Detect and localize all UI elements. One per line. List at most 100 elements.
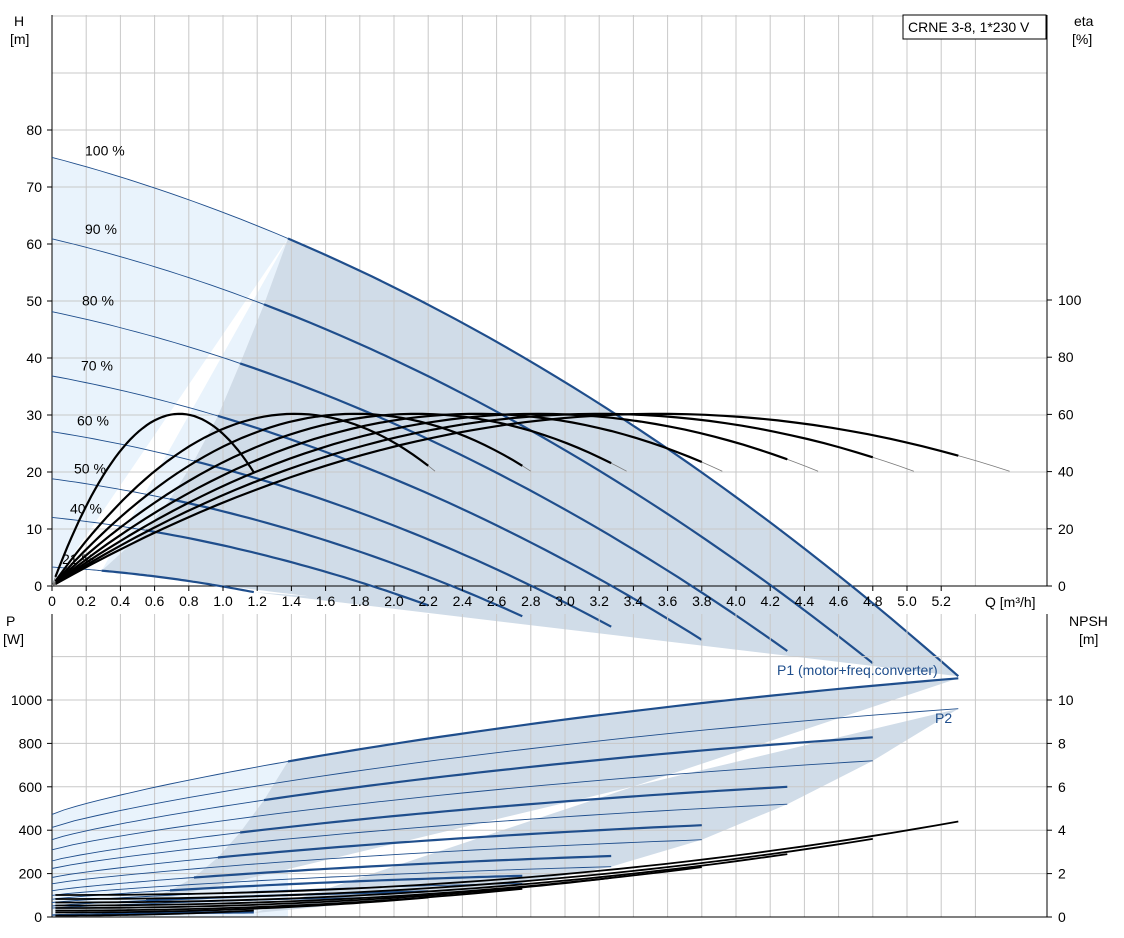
eta-axis-unit: [%] xyxy=(1072,31,1092,47)
y-tick-label: 30 xyxy=(26,407,42,423)
head-curve-thin xyxy=(51,156,289,239)
power-axis-ticks: 0 200 400 600 800 1000 0 2 4 6 8 10 xyxy=(11,692,1074,925)
p1-curve-thin xyxy=(51,832,241,862)
p2-curve xyxy=(51,866,612,896)
x-tick-label: 4.0 xyxy=(726,593,746,609)
npsh-curve xyxy=(55,820,959,896)
head-panel: 0 0.2 0.4 0.6 0.8 1.0 1.2 1.4 1.6 1.8 2.0 2.2 2.4 2.6… xyxy=(10,13,1094,678)
x-tick-label: 1.4 xyxy=(282,593,302,609)
light-region xyxy=(52,157,288,586)
p-axis-unit: [W] xyxy=(3,631,24,647)
x-tick-label: 2.4 xyxy=(453,593,473,609)
p1-curve-thin xyxy=(51,760,289,815)
p1-curve-thin xyxy=(51,913,102,916)
h-axis-unit: [m] xyxy=(10,31,29,47)
npsh-curve xyxy=(55,887,523,912)
x-tick-label: 3.8 xyxy=(692,593,712,609)
x-tick-label: 3.4 xyxy=(624,593,644,609)
eta-tick-label: 100 xyxy=(1058,292,1082,308)
head-curve xyxy=(263,303,874,665)
x-tick-label: 4.4 xyxy=(795,593,815,609)
eta-curve xyxy=(54,412,703,585)
x-tick-label: 3.2 xyxy=(589,593,609,609)
p2-curve xyxy=(51,882,523,903)
head-curves xyxy=(51,156,1010,678)
p1-curve-thin xyxy=(51,877,194,892)
x-tick-label: 2.2 xyxy=(418,593,438,609)
x-tick-label: 0.8 xyxy=(179,593,199,609)
speed-label: 60 % xyxy=(77,413,109,429)
p1-curve xyxy=(263,736,873,802)
chart-title-box xyxy=(902,14,1047,40)
y-tick-label: 10 xyxy=(26,521,42,537)
y-tick-label: 40 xyxy=(26,350,42,366)
head-curve-thin xyxy=(51,238,265,305)
x-tick-label: 0.6 xyxy=(145,593,165,609)
eta-tick-label: 60 xyxy=(1058,406,1074,422)
p2-curve xyxy=(51,760,873,851)
p1-curve xyxy=(287,677,959,763)
head-curve-thin xyxy=(51,478,171,500)
speed-label: 100 % xyxy=(85,142,125,158)
y-tick-label: 20 xyxy=(26,464,42,480)
x-tick-label: 4.6 xyxy=(829,593,849,609)
head-curve xyxy=(239,362,788,652)
y-tick-label: 70 xyxy=(26,179,42,195)
p-tick-label: 400 xyxy=(19,822,43,838)
x-tick-label: 1.0 xyxy=(213,593,233,609)
npsh-tick-label: 10 xyxy=(1058,692,1074,708)
eta-curve xyxy=(54,412,523,583)
head-curve xyxy=(169,498,523,618)
head-curve-thin xyxy=(51,311,241,364)
speed-label: 50 % xyxy=(74,460,106,476)
x-tick-label: 0 xyxy=(48,593,56,609)
x-tick-label: 5.2 xyxy=(931,593,951,609)
x-tick-label: 1.6 xyxy=(316,593,336,609)
npsh-curve xyxy=(55,896,429,914)
speed-label: 70 % xyxy=(81,357,113,373)
eta-tick-label: 40 xyxy=(1058,464,1074,480)
eta-curve xyxy=(54,412,429,582)
eta-curve xyxy=(54,412,788,585)
power-operating-region-shape xyxy=(101,678,959,914)
p2-curve xyxy=(51,803,788,869)
x-tick-label: 3.0 xyxy=(555,593,575,609)
npsh-curve xyxy=(55,877,612,909)
x-tick-label: 5.0 xyxy=(897,593,917,609)
head-curve xyxy=(193,459,612,628)
eta-tick-label: 0 xyxy=(1058,578,1066,594)
p2-series-label: P2 xyxy=(935,710,952,726)
eta-curve xyxy=(54,412,874,585)
y-tick-label: 80 xyxy=(26,122,42,138)
speed-label: 80 % xyxy=(82,292,114,308)
eta-curve xyxy=(54,412,612,584)
y-tick-label: 50 xyxy=(26,293,42,309)
x-tick-label: 0.4 xyxy=(111,593,131,609)
speed-labels: 100 % 90 % 80 % 70 % 60 % 50 % 40 % 21 % xyxy=(62,142,125,567)
x-tick-label: 0.2 xyxy=(76,593,96,609)
p-tick-label: 200 xyxy=(19,866,43,882)
npsh-curve xyxy=(55,838,873,900)
p-tick-label: 0 xyxy=(34,909,42,925)
p1-curve xyxy=(217,824,702,859)
npsh-curve xyxy=(55,853,788,904)
y-tick-label: 60 xyxy=(26,236,42,252)
npsh-tick-label: 2 xyxy=(1058,866,1066,882)
speed-label: 90 % xyxy=(85,221,117,237)
p1-curve-thin xyxy=(51,799,265,841)
eta-curve xyxy=(54,412,255,578)
p-tick-label: 600 xyxy=(19,779,43,795)
eta-tick-label: 20 xyxy=(1058,521,1074,537)
p1-curve xyxy=(239,785,788,834)
p1-series-label: P1 (motor+freq.converter) xyxy=(777,662,938,678)
head-curve-thin xyxy=(51,375,219,417)
x-tick-label: 4.8 xyxy=(863,593,883,609)
head-curve xyxy=(217,414,703,641)
x-tick-label: 2.0 xyxy=(384,593,404,609)
p-axis-label: P xyxy=(6,613,15,629)
speed-label: 40 % xyxy=(70,500,102,516)
x-tick-label: 2.6 xyxy=(487,593,507,609)
p1-curve-thin xyxy=(51,857,218,878)
eta-tick-label: 80 xyxy=(1058,349,1074,365)
x-tick-label: 1.8 xyxy=(350,593,370,609)
